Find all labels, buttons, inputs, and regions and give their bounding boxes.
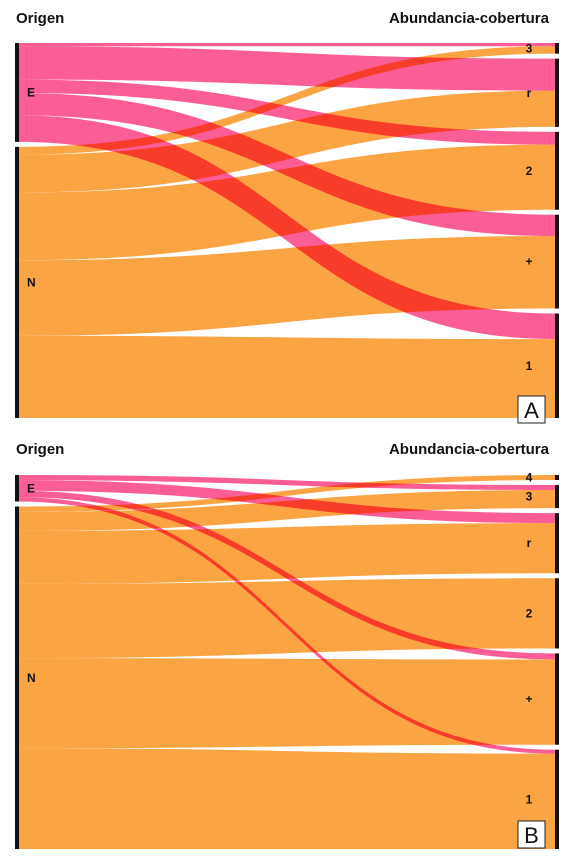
panel-letter-box [517,820,546,849]
target-node-3 [555,485,559,509]
sankey-panel-a: E N 3 r 2 +1 Origen Abundancia-cobertura A [15,10,559,424]
left-axis-title: Origen [16,441,64,458]
target-node-plus [555,214,559,309]
link-n-to-4 [18,475,555,512]
link-e-to-2 [18,79,555,145]
link-e-to-r [18,480,555,524]
link-n-to-r [18,523,555,584]
sankey-panel-b: E N 4 3 r 2 +1 Origen Abundancia-cobertura B [15,441,559,849]
target-node-2 [555,578,559,649]
link-e-to-3 [18,43,555,47]
link-n-to-2 [18,578,555,659]
link-n-to-1 [18,335,555,418]
panel-letter: A [524,398,539,423]
source-label-e: E [27,85,35,99]
link-n-to-r [18,90,555,193]
target-node-1 [555,749,559,849]
link-e-to-plus [18,490,555,660]
panel-letter-box [517,395,546,424]
target-label-3: 3 [526,41,533,55]
panel-letter: B [524,823,539,848]
source-node-e [15,43,19,142]
source-node-n [15,146,19,418]
link-n-to-3 [18,46,555,155]
target-node-r [555,513,559,574]
target-label-2: 2 [526,606,533,620]
target-label-1: 1 [526,792,533,806]
right-axis-title: Abundancia-cobertura [389,441,550,458]
source-label-e: E [27,481,35,495]
target-label-4: 4 [526,471,533,485]
target-node-plus [555,653,559,745]
target-node-4 [555,475,559,481]
target-label-3: 3 [526,490,533,504]
link-group [18,43,555,418]
target-node-1 [555,313,559,418]
link-n-to-3 [18,490,555,531]
source-node-n [15,506,19,849]
target-label-plus: + [525,255,532,269]
target-label-2: 2 [526,164,533,178]
target-node-3 [555,43,559,54]
source-label-n: N [27,671,36,685]
left-axis-title: Origen [16,10,64,27]
link-n-to-1 [18,748,555,849]
target-node-r [555,58,559,127]
target-label-plus: + [525,692,532,706]
link-n-to-plus [18,658,555,749]
link-e-to-3 [18,475,555,491]
target-node-2 [555,131,559,210]
target-label-r: r [527,536,532,550]
target-label-1: 1 [526,359,533,373]
target-label-r: r [527,86,532,100]
link-group [18,475,555,849]
link-e-to-1 [18,115,555,340]
source-label-n: N [27,275,36,289]
link-e-to-plus [18,93,555,237]
link-e-to-r [18,46,555,91]
link-e-to-1 [18,497,555,754]
right-axis-title: Abundancia-cobertura [389,10,550,27]
link-n-to-2 [18,144,555,261]
source-node-e [15,475,19,502]
